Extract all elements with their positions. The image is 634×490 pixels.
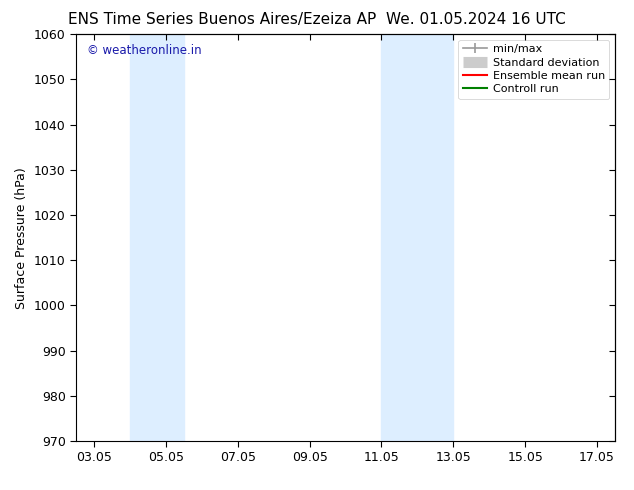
Bar <box>382 34 453 441</box>
Y-axis label: Surface Pressure (hPa): Surface Pressure (hPa) <box>15 167 29 309</box>
Legend: min/max, Standard deviation, Ensemble mean run, Controll run: min/max, Standard deviation, Ensemble me… <box>458 40 609 99</box>
Bar <box>130 34 184 441</box>
Text: We. 01.05.2024 16 UTC: We. 01.05.2024 16 UTC <box>385 12 566 27</box>
Text: © weatheronline.in: © weatheronline.in <box>87 45 202 57</box>
Text: ENS Time Series Buenos Aires/Ezeiza AP: ENS Time Series Buenos Aires/Ezeiza AP <box>68 12 376 27</box>
